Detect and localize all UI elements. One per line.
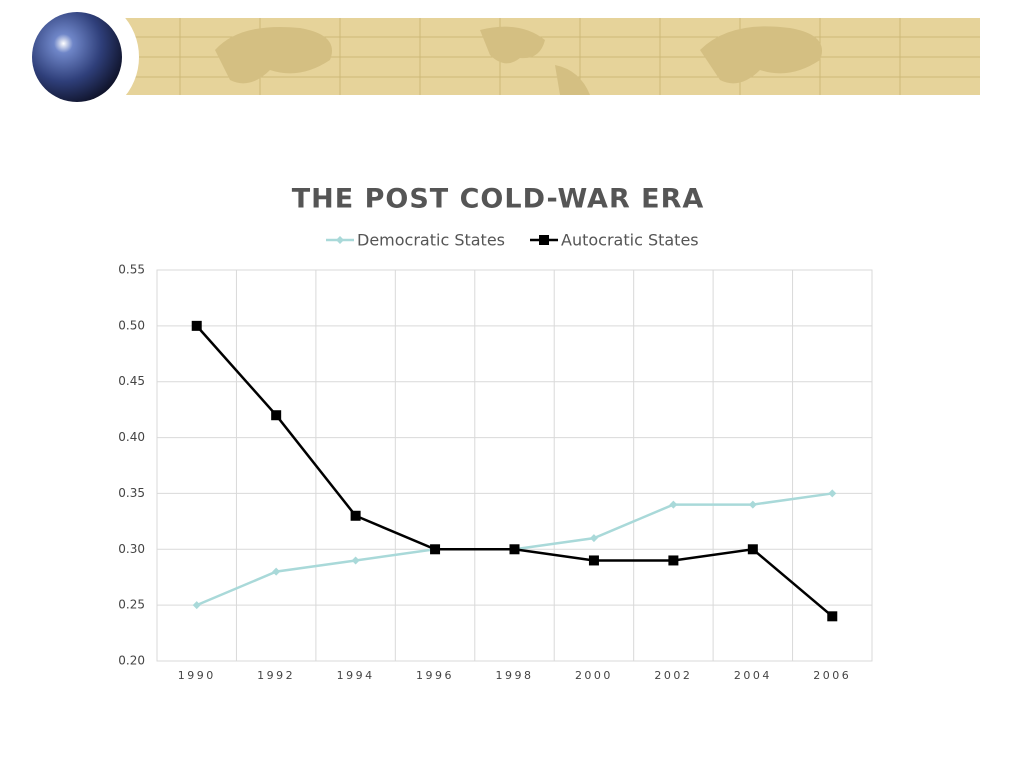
x-tick-label: 1998 bbox=[496, 669, 534, 682]
y-tick-label: 0.25 bbox=[118, 598, 145, 612]
diamond-marker bbox=[669, 500, 678, 509]
series-line bbox=[195, 325, 834, 618]
x-tick-label: 2004 bbox=[734, 669, 772, 682]
x-tick-label: 1996 bbox=[416, 669, 454, 682]
x-tick-label: 2006 bbox=[813, 669, 851, 682]
legend: Democratic States Autocratic States bbox=[326, 231, 699, 250]
plot-area: 0.20 0.25 0.30 0.35 0.40 0.45 0.50 0.55 1990 1992… bbox=[118, 263, 873, 682]
y-tick-label: 0.40 bbox=[118, 430, 145, 444]
diamond-marker bbox=[351, 556, 360, 565]
diamond-marker bbox=[336, 236, 344, 244]
square-marker bbox=[539, 235, 550, 245]
series bbox=[191, 320, 838, 622]
diamond-marker bbox=[192, 601, 201, 610]
y-tick-label: 0.35 bbox=[118, 486, 145, 500]
square-marker bbox=[747, 544, 758, 555]
y-tick-label: 0.45 bbox=[118, 374, 145, 388]
y-tick-label: 0.20 bbox=[118, 654, 145, 668]
x-tick-label: 2000 bbox=[575, 669, 613, 682]
y-tick-label: 0.30 bbox=[118, 542, 145, 556]
x-tick-label: 1990 bbox=[178, 669, 216, 682]
square-marker bbox=[588, 555, 599, 566]
diamond-marker bbox=[828, 489, 837, 498]
header-banner bbox=[15, 0, 980, 119]
diamond-marker bbox=[748, 500, 757, 509]
diamond-marker bbox=[589, 534, 598, 543]
square-marker bbox=[668, 555, 679, 566]
square-marker bbox=[430, 544, 441, 555]
square-marker bbox=[271, 410, 282, 421]
y-tick-label: 0.55 bbox=[118, 263, 145, 277]
square-marker bbox=[509, 544, 520, 555]
x-tick-label: 1994 bbox=[337, 669, 375, 682]
y-tick-label: 0.50 bbox=[118, 318, 145, 332]
legend-label: Democratic States bbox=[357, 231, 505, 250]
square-marker bbox=[191, 320, 202, 331]
square-marker bbox=[827, 611, 838, 622]
x-tick-label: 1992 bbox=[257, 669, 295, 682]
x-tick-label: 2002 bbox=[654, 669, 692, 682]
diamond-marker bbox=[272, 567, 281, 576]
plot-frame bbox=[156, 269, 873, 662]
legend-label: Autocratic States bbox=[561, 231, 699, 250]
chart-title: THE POST COLD-WAR ERA bbox=[292, 184, 705, 215]
square-marker bbox=[350, 510, 361, 521]
